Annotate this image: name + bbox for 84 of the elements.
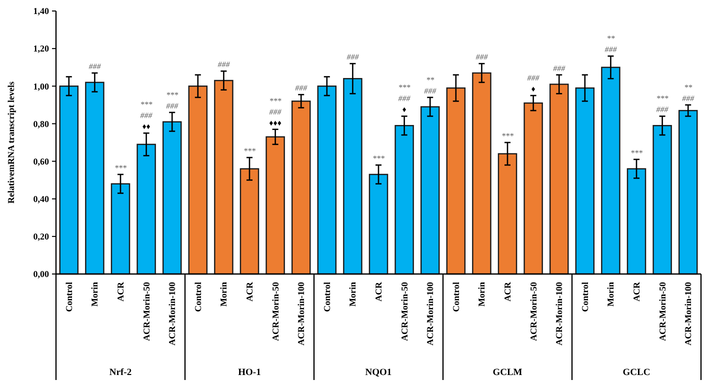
data-label: *** ### ♦ bbox=[398, 83, 412, 114]
bar bbox=[420, 106, 440, 275]
x-tick-label: ACR-Morin-100 bbox=[425, 282, 436, 346]
bar bbox=[240, 168, 260, 275]
data-label: ** ### bbox=[682, 82, 696, 103]
bar bbox=[549, 84, 569, 275]
bar bbox=[266, 136, 285, 275]
x-tick-label: ACR bbox=[632, 282, 642, 302]
x-tick-label: ACR-Morin-50 bbox=[528, 282, 538, 341]
data-label: ### ♦ bbox=[527, 74, 540, 94]
bar bbox=[343, 78, 362, 275]
y-tick-label: 0,00 bbox=[33, 269, 50, 280]
x-tick-label: ACR-Morin-100 bbox=[554, 282, 564, 346]
data-label: *** bbox=[630, 148, 642, 158]
data-label: ### bbox=[295, 84, 308, 93]
bar bbox=[446, 87, 466, 275]
x-tick-label: ACR bbox=[244, 282, 254, 302]
bar bbox=[498, 153, 518, 275]
x-tick-label: ACR-Morin-100 bbox=[296, 282, 306, 346]
data-label: *** bbox=[372, 154, 384, 164]
data-label: ** ### bbox=[604, 34, 618, 54]
bar bbox=[626, 168, 646, 275]
text: HO-1 bbox=[238, 368, 262, 378]
x-tick-label: Control bbox=[580, 282, 590, 312]
bar bbox=[652, 124, 672, 275]
data-label: *** bbox=[114, 163, 126, 172]
x-tick-label: ACR bbox=[502, 282, 512, 302]
data-label: *** ### ♦♦♦ bbox=[269, 96, 282, 128]
y-tick-label: 0,80 bbox=[33, 118, 50, 129]
x-tick-label: Morin bbox=[606, 282, 616, 306]
y-tick-label: 0,20 bbox=[33, 232, 50, 242]
data-label: ### bbox=[88, 62, 102, 71]
data-label: *** ### bbox=[656, 94, 670, 114]
data-label: ** ### bbox=[424, 75, 438, 96]
x-tick-label: ACR-Morin-50 bbox=[270, 282, 280, 341]
bar bbox=[317, 86, 337, 275]
data-label: ### bbox=[553, 64, 566, 73]
bar bbox=[368, 174, 388, 275]
bar bbox=[110, 183, 130, 275]
y-tick-label: 1,40 bbox=[33, 6, 50, 16]
x-tick-label: Morin bbox=[218, 282, 229, 306]
text: Nrf-2 bbox=[109, 368, 132, 378]
y-tick-label: 1,00 bbox=[33, 81, 50, 92]
y-tick-label: 0,60 bbox=[33, 156, 50, 166]
x-tick-label: Morin bbox=[476, 282, 487, 306]
bar bbox=[524, 102, 543, 275]
data-label: ### bbox=[476, 52, 489, 62]
data-label: ### bbox=[218, 60, 231, 70]
bar bbox=[136, 144, 156, 275]
bar bbox=[291, 100, 311, 275]
data-label: *** ### bbox=[166, 90, 180, 110]
data-label: ### bbox=[346, 52, 360, 62]
x-tick-label: Control bbox=[64, 282, 74, 312]
x-tick-label: ACR-Morin-100 bbox=[683, 282, 694, 346]
x-tick-label: ACR bbox=[374, 282, 384, 302]
bar bbox=[678, 110, 698, 275]
text: NQO1 bbox=[365, 368, 392, 378]
x-tick-label: Control bbox=[450, 282, 461, 312]
y-tick-label: 0,40 bbox=[33, 194, 50, 204]
x-tick-label: ACR-Morin-50 bbox=[141, 282, 152, 341]
bar bbox=[394, 124, 414, 275]
y-axis-title: RelativemRNA transcript levels bbox=[6, 81, 16, 204]
data-label: *** ### ♦♦ bbox=[140, 100, 154, 132]
x-tick-label: ACR-Morin-100 bbox=[167, 282, 178, 346]
x-tick-label: ACR-Morin-50 bbox=[399, 282, 410, 341]
text: GCLM bbox=[492, 368, 522, 378]
bar bbox=[59, 86, 79, 275]
x-tick-label: Control bbox=[192, 282, 203, 312]
y-tick-label: 1,20 bbox=[33, 44, 50, 54]
text: GCLC bbox=[622, 368, 650, 378]
bar bbox=[85, 82, 104, 275]
x-tick-label: Morin bbox=[90, 282, 100, 306]
bar bbox=[188, 86, 208, 275]
x-tick-label: Morin bbox=[348, 282, 358, 306]
x-tick-label: Control bbox=[322, 282, 332, 312]
bar bbox=[575, 87, 595, 275]
x-tick-label: ACR bbox=[116, 282, 126, 302]
x-tick-label: ACR-Morin-50 bbox=[657, 282, 668, 341]
bar bbox=[601, 66, 620, 275]
bar bbox=[162, 121, 182, 275]
bar bbox=[214, 80, 234, 275]
bar bbox=[472, 72, 492, 275]
data-label: *** bbox=[244, 146, 256, 156]
data-label: *** bbox=[502, 132, 514, 140]
